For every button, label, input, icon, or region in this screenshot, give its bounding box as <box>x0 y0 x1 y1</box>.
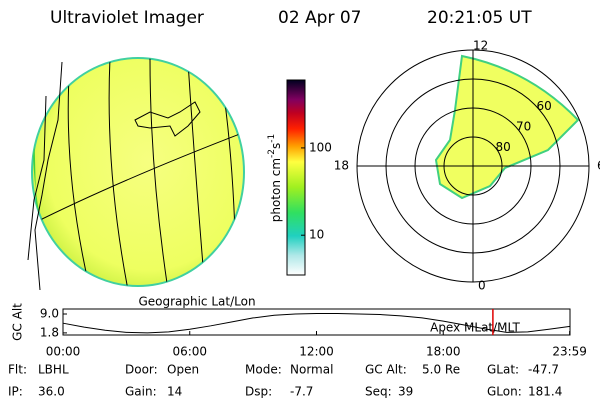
date: 02 Apr 07 <box>278 8 361 28</box>
polar-mlt-label: 6 <box>597 159 600 173</box>
polar-ring-label: 60 <box>537 99 552 113</box>
info-value: -47.7 <box>528 363 559 377</box>
colorbar <box>286 79 306 276</box>
y-tick-label: 9.0 <box>40 306 59 320</box>
info-value: -7.7 <box>290 385 313 399</box>
polar-image <box>434 54 580 200</box>
info-value: 14 <box>167 385 182 399</box>
info-value: LBHL <box>38 363 69 377</box>
colorbar-tick-label: 100 <box>309 140 332 154</box>
info-label: GLon: <box>487 385 522 399</box>
altitude-line <box>62 312 571 334</box>
info-label: Flt: <box>8 363 27 377</box>
info-value: 5.0 Re <box>422 363 460 377</box>
colorbar-label: photon cm-2s-1 <box>267 134 283 223</box>
info-value: 39 <box>398 385 413 399</box>
title: Ultraviolet Imager <box>50 8 204 28</box>
polar-mlt-label: 0 <box>478 279 486 293</box>
x-tick-label: 23:59 <box>552 345 587 359</box>
polar-ring-label: 80 <box>496 140 511 154</box>
polar-mlt-label: 18 <box>334 159 349 173</box>
info-label: GLat: <box>487 363 519 377</box>
info-label: Dsp: <box>245 385 272 399</box>
info-panel: Flt: LBHL Door: Open Mode: Normal GC Alt: 5.0 R… <box>8 363 562 399</box>
x-tick-label: 06:00 <box>172 345 207 359</box>
info-label: Seq: <box>365 385 392 399</box>
altitude-ylabel: GC Alt <box>11 303 25 341</box>
x-tick-label: 12:00 <box>299 345 334 359</box>
info-value: 181.4 <box>528 385 562 399</box>
earth-image <box>27 57 245 291</box>
x-tick-label: 18:00 <box>426 345 461 359</box>
polar-ring-label: 70 <box>516 119 531 133</box>
info-value: 36.0 <box>38 385 65 399</box>
polar-mlt-label: 12 <box>473 39 488 53</box>
info-value: Open <box>167 363 199 377</box>
x-tick-label: 00:00 <box>46 345 81 359</box>
info-label: IP: <box>8 385 23 399</box>
y-tick-label: 1.8 <box>40 325 59 339</box>
info-label: Door: <box>125 363 158 377</box>
info-label: GC Alt: <box>365 363 407 377</box>
info-label: Mode: <box>245 363 282 377</box>
info-value: Normal <box>290 363 333 377</box>
info-label: Gain: <box>125 385 157 399</box>
colorbar-tick-label: 10 <box>309 228 324 242</box>
time: 20:21:05 UT <box>427 8 532 28</box>
map-label: Geographic Lat/Lon <box>138 295 255 309</box>
